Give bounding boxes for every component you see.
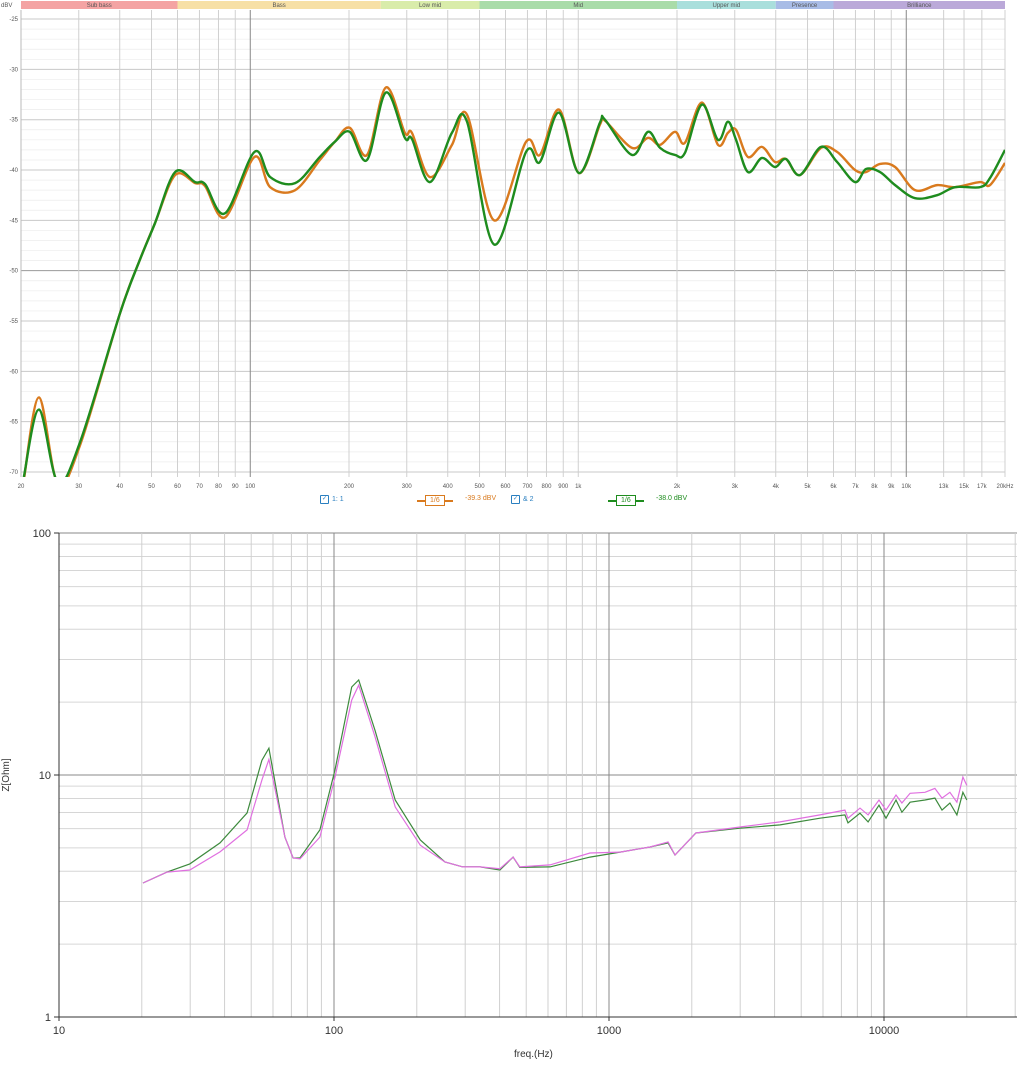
band-upper-mid	[677, 1, 776, 9]
y-tick-label: -45	[9, 218, 18, 224]
band-presence	[775, 1, 834, 9]
x-tick-label: 8k	[871, 484, 878, 490]
x-tick-label: 2k	[674, 484, 681, 490]
x-tick-label: 3k	[732, 484, 739, 490]
x-tick-label: 1000	[597, 1025, 621, 1037]
y-tick-label: -55	[9, 319, 18, 325]
y-tick-label: 10	[39, 770, 51, 782]
x-tick-label: 15k	[959, 484, 970, 490]
x-axis-label: freq.(Hz)	[514, 1049, 553, 1060]
top-chart-grid	[20, 10, 1006, 477]
top-chart-ticks: -25 -30 -35 -40 -45 -50 -55 -60 -65 -70 20 30 40 50 60…	[9, 17, 1013, 490]
x-tick-label: 100	[325, 1025, 343, 1037]
y-tick-label: -70	[9, 470, 18, 476]
series-1-name: 1: 1	[332, 496, 344, 503]
band-label: Mid	[573, 3, 583, 9]
band-label: Presence	[792, 3, 818, 9]
series-2-smoothing-button[interactable]: 1/6	[608, 495, 644, 506]
x-tick-label: 13k	[939, 484, 950, 490]
series-1-smoothing: 1/6	[425, 495, 445, 506]
y-tick-label: -30	[9, 67, 18, 73]
x-tick-label: 1k	[575, 484, 582, 490]
x-tick-label: 800	[541, 484, 552, 490]
y-unit-label: dBV	[1, 3, 12, 9]
impedance-chart-grid	[58, 532, 1017, 1021]
x-tick-label: 17k	[977, 484, 988, 490]
y-tick-label: -25	[9, 17, 18, 23]
impedance-chart-series	[142, 678, 968, 884]
series-2-smoothing: 1/6	[616, 495, 636, 506]
legend-series-1: ✓ 1: 1	[320, 495, 344, 504]
x-tick-label: 500	[475, 484, 486, 490]
x-tick-label: 90	[232, 484, 239, 490]
y-tick-label: -35	[9, 118, 18, 124]
y-tick-label: -50	[9, 269, 18, 275]
series-1-smoothing-button[interactable]: 1/6	[417, 495, 453, 506]
series-1-checkbox[interactable]: ✓	[320, 495, 329, 504]
band-sub-bass	[21, 1, 178, 9]
x-tick-label: 20kHz	[996, 484, 1013, 490]
band-brilliance	[833, 1, 1005, 9]
band-label: Brilliance	[907, 3, 932, 9]
x-tick-label: 10	[53, 1025, 65, 1037]
x-tick-label: 20	[18, 484, 25, 490]
series-2-name: & 2	[523, 496, 534, 503]
band-bass	[177, 1, 381, 9]
x-tick-label: 600	[500, 484, 511, 490]
x-tick-label: 900	[558, 484, 569, 490]
x-tick-label: 5k	[804, 484, 811, 490]
x-tick-label: 400	[443, 484, 454, 490]
x-tick-label: 10000	[869, 1025, 900, 1037]
band-label: Low mid	[419, 3, 441, 9]
x-tick-label: 40	[116, 484, 123, 490]
y-tick-label: 100	[33, 528, 51, 540]
series-2-readout: -38.0 dBV	[656, 495, 688, 502]
x-tick-label: 100	[245, 484, 256, 490]
band-label: Sub bass	[87, 3, 112, 9]
x-tick-label: 4k	[773, 484, 780, 490]
x-tick-label: 300	[402, 484, 413, 490]
x-tick-label: 10k	[901, 484, 912, 490]
x-tick-label: 30	[75, 484, 82, 490]
band-label: Upper mid	[713, 3, 741, 9]
y-tick-label: -40	[9, 168, 18, 174]
frequency-bands: Sub bass Bass Low mid Mid Upper mid Presence B…	[21, 1, 1005, 9]
series-2-checkbox[interactable]: ✓	[511, 495, 520, 504]
x-tick-label: 60	[174, 484, 181, 490]
y-tick-label: -60	[9, 369, 18, 375]
series-1-line	[23, 86, 1005, 477]
band-mid	[479, 1, 677, 9]
top-chart-series	[22, 86, 1005, 477]
x-tick-label: 70	[196, 484, 203, 490]
y-tick-label: 1	[45, 1012, 51, 1024]
series-1-readout: -39.3 dBV	[465, 495, 497, 502]
series-2-line	[22, 91, 1005, 477]
band-label: Bass	[272, 3, 285, 9]
x-tick-label: 700	[522, 484, 533, 490]
legend-series-2: ✓ & 2	[511, 495, 534, 504]
x-tick-label: 50	[148, 484, 155, 490]
y-tick-label: -65	[9, 420, 18, 426]
x-tick-label: 200	[344, 484, 355, 490]
y-axis-label: Z[Ohm]	[1, 758, 12, 792]
band-low-mid	[380, 1, 480, 9]
x-tick-label: 9k	[888, 484, 895, 490]
x-tick-label: 80	[215, 484, 222, 490]
impedance-series-1-line	[142, 678, 968, 884]
impedance-series-2-line	[142, 683, 968, 884]
x-tick-label: 6k	[830, 484, 837, 490]
x-tick-label: 7k	[852, 484, 859, 490]
